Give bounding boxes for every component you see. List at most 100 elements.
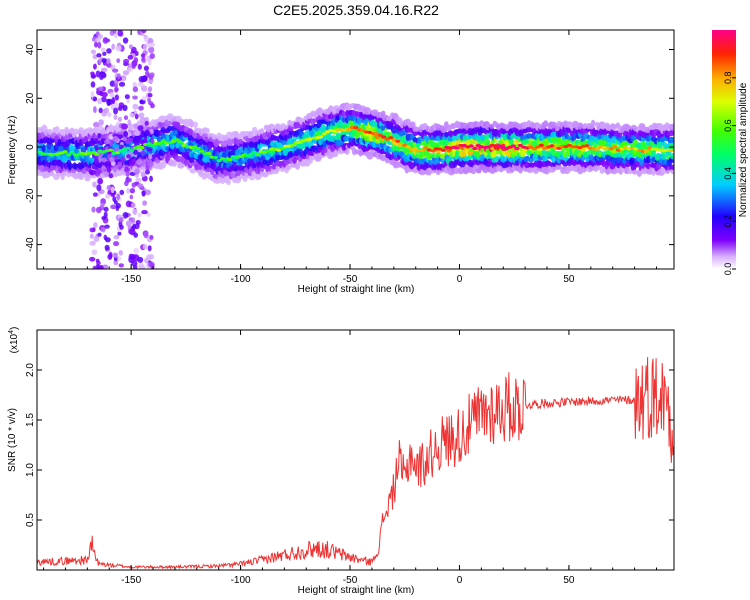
heatmap-ridge-cell	[405, 145, 411, 149]
heatmap-ridge-cell	[472, 146, 478, 151]
heatmap-ridge-cell	[381, 135, 387, 139]
heatmap-ridge-cell	[139, 145, 145, 150]
heatmap-cell	[122, 137, 128, 142]
heatmap-cell	[117, 231, 122, 236]
heatmap-ridge-cell	[412, 147, 418, 151]
heatmap-cell	[577, 122, 584, 130]
y-tick-label: -40	[25, 237, 36, 252]
heatmap-cell	[142, 200, 147, 206]
snr-series-line	[37, 357, 674, 570]
heatmap-cell	[112, 135, 119, 143]
heatmap-cell	[486, 140, 491, 146]
spectrogram-frame	[36, 29, 675, 270]
heatmap-cell	[259, 128, 265, 135]
heatmap-ridge-cell	[90, 151, 96, 155]
heatmap-ridge-cell	[395, 139, 401, 143]
heatmap-cell	[114, 94, 120, 101]
heatmap-cell	[117, 116, 123, 123]
heatmap-cell	[146, 212, 151, 217]
heatmap-cell	[100, 226, 106, 233]
heatmap-ridge-cell	[265, 149, 271, 153]
heatmap-cell	[670, 153, 674, 160]
heatmap-cell	[113, 241, 120, 247]
heatmap-cell	[116, 193, 121, 201]
heatmap-cell	[97, 125, 103, 130]
heatmap-cell	[140, 171, 146, 178]
heatmap-cell	[251, 162, 257, 169]
heatmap-cell	[137, 63, 142, 70]
heatmap-cell	[95, 70, 101, 78]
heatmap-cell	[451, 135, 457, 142]
heatmap-ridge-cell	[346, 128, 352, 132]
heatmap-cell	[508, 139, 515, 145]
heatmap-cell	[95, 206, 102, 214]
heatmap-cell	[95, 37, 101, 43]
heatmap-cell	[414, 126, 420, 132]
heatmap-cell	[142, 43, 148, 51]
heatmap-cell	[113, 200, 118, 205]
heatmap-cell	[147, 79, 153, 84]
heatmap-cell	[148, 46, 155, 54]
heatmap-cell	[127, 119, 132, 126]
heatmap-ridge-cell	[486, 145, 492, 149]
x-tick-label: 0	[457, 575, 463, 586]
heatmap-cell	[106, 185, 112, 191]
heatmap-cell	[110, 204, 117, 210]
heatmap-cell	[98, 107, 103, 114]
heatmap-cell	[94, 137, 99, 144]
heatmap-cell	[133, 123, 139, 129]
heatmap-cell	[104, 244, 110, 251]
heatmap-cell	[113, 154, 119, 161]
heatmap-cell	[189, 119, 194, 128]
heatmap-cell	[158, 121, 166, 128]
heatmap-cell	[632, 169, 638, 175]
heatmap-cell	[105, 193, 111, 199]
colorbar-gradient	[712, 30, 736, 269]
heatmap-ridge-cell	[531, 147, 537, 151]
heatmap-cell	[137, 125, 144, 131]
heatmap-cell	[97, 34, 103, 39]
heatmap-cell	[106, 48, 112, 54]
heatmap-cell	[126, 154, 131, 159]
spectrogram-x-ticks: -150 -100 -50 0 50	[43, 30, 657, 285]
heatmap-cell	[97, 98, 103, 105]
heatmap-cell	[136, 158, 143, 166]
heatmap-cell	[248, 175, 256, 181]
heatmap-ridge-cell	[65, 153, 72, 157]
heatmap-cell	[106, 126, 110, 134]
snr-panel: -150 -100 -50 0 50 0.5 1.0 1.5 2.0 Height of st…	[7, 327, 675, 596]
heatmap-cell	[125, 170, 130, 178]
snr-y-ticks: 0.5 1.0 1.5 2.0	[25, 363, 674, 527]
heatmap-cell	[482, 166, 489, 174]
heatmap-cell	[90, 49, 97, 55]
heatmap-cell	[114, 86, 119, 92]
heatmap-ridge-cell	[37, 150, 44, 155]
heatmap-cell	[144, 55, 149, 62]
heatmap-cell	[143, 231, 149, 239]
heatmap-cell	[112, 68, 119, 73]
heatmap-cell	[147, 245, 152, 252]
heatmap-cell	[124, 180, 129, 187]
heatmap-cell	[118, 263, 124, 268]
heatmap-cell	[629, 157, 636, 165]
heatmap-cell	[96, 53, 102, 58]
heatmap-cell	[137, 81, 144, 87]
heatmap-cell	[89, 240, 96, 246]
heatmap-cell	[120, 156, 126, 163]
heatmap-cell	[127, 67, 133, 72]
heatmap-ridge-cell	[468, 144, 474, 148]
heatmap-cell	[419, 168, 426, 176]
heatmap-cell	[171, 160, 177, 167]
heatmap-cell	[113, 107, 119, 115]
heatmap-cell	[49, 170, 55, 177]
heatmap-cell	[142, 243, 148, 250]
heatmap-cell	[133, 130, 141, 137]
heatmap-cell	[107, 190, 112, 195]
heatmap-ridge-cell	[517, 143, 523, 147]
colorbar-tick-label: 0.0	[723, 263, 733, 276]
heatmap-cell	[100, 67, 108, 72]
snr-y-multiplier-exp: 4	[8, 330, 15, 334]
x-tick-label: -50	[343, 274, 358, 285]
heatmap-cell	[147, 93, 153, 98]
heatmap-cell	[116, 58, 121, 64]
